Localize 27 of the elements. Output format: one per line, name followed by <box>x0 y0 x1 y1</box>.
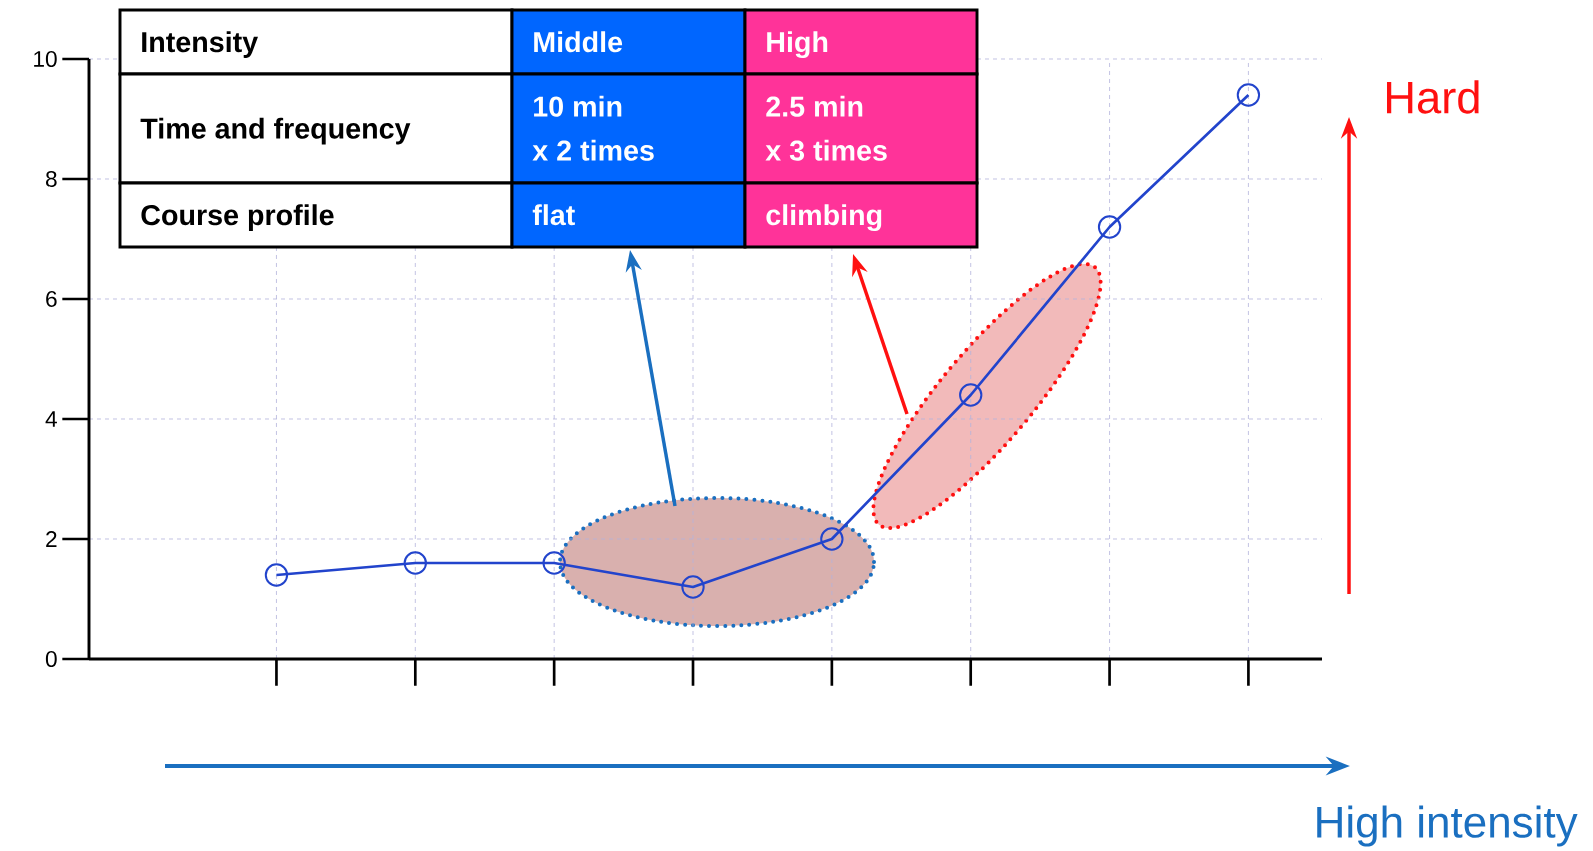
point <box>542 551 566 575</box>
annotation: Course profile <box>141 204 334 231</box>
point <box>1097 215 1122 239</box>
point <box>959 383 983 407</box>
text: Middle <box>534 31 623 53</box>
text: Intensity <box>142 31 258 58</box>
point <box>403 551 427 575</box>
annotation: flat <box>532 204 575 226</box>
text: High <box>767 31 828 59</box>
annotation: x 3 times <box>765 139 887 161</box>
text: High intensity <box>1317 805 1578 847</box>
annotation: 10 min <box>534 95 622 117</box>
y-tick-label: 4 <box>45 411 57 427</box>
y-tick-label: 8 <box>46 170 57 188</box>
y-tick-label: 10 <box>34 50 57 68</box>
annotation: 2.5 min <box>766 95 863 117</box>
y-tick-label: 2 <box>46 531 57 547</box>
annotation: x 2 times <box>532 139 654 161</box>
point <box>681 575 705 599</box>
text: Hard <box>1387 80 1479 114</box>
point <box>820 527 844 551</box>
annotation: Time and frequency <box>140 117 411 145</box>
y-tick-label: 0 <box>45 650 57 668</box>
point <box>264 563 289 587</box>
annotation: climbing <box>766 204 882 232</box>
point <box>1236 83 1261 107</box>
y-tick-label: 6 <box>46 290 57 308</box>
